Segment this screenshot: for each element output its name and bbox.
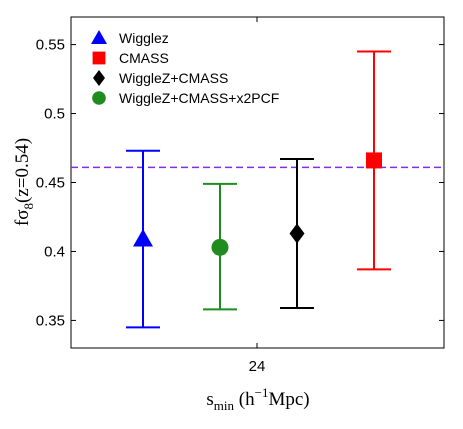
legend-label: Wigglez — [119, 30, 169, 46]
data-point-diamond — [289, 223, 305, 244]
legend-label: CMASS — [119, 50, 169, 66]
y-tick-label: 0.45 — [36, 175, 65, 192]
y-axis-label: fσ8(z=0.54) — [12, 138, 36, 226]
legend: Wigglez CMASS WiggleZ+CMASS WiggleZ+CMASS+x… — [91, 30, 279, 106]
data-point-circle — [211, 238, 229, 256]
data-point-triangle — [133, 229, 153, 247]
plot-frame — [70, 16, 445, 349]
y-tick-label: 0.4 — [44, 243, 65, 260]
x-axis: 24 — [249, 17, 266, 375]
x-axis-label: smin (h−1Mpc) — [206, 385, 309, 413]
legend-label: WiggleZ+CMASS — [119, 70, 228, 86]
legend-marker-diamond — [93, 70, 105, 86]
x-tick-label: 24 — [249, 358, 266, 375]
legend-label: WiggleZ+CMASS+x2PCF — [119, 90, 279, 106]
y-axis: 0.35 0.4 0.45 0.5 0.55 — [36, 37, 444, 329]
y-tick-label: 0.35 — [36, 312, 65, 329]
data-point-square — [366, 152, 382, 169]
legend-marker-circle — [92, 91, 106, 105]
legend-marker-triangle — [91, 30, 107, 44]
legend-marker-square — [92, 51, 106, 65]
y-tick-label: 0.55 — [36, 37, 65, 54]
data-marks — [126, 50, 391, 329]
y-tick-label: 0.5 — [44, 106, 65, 123]
